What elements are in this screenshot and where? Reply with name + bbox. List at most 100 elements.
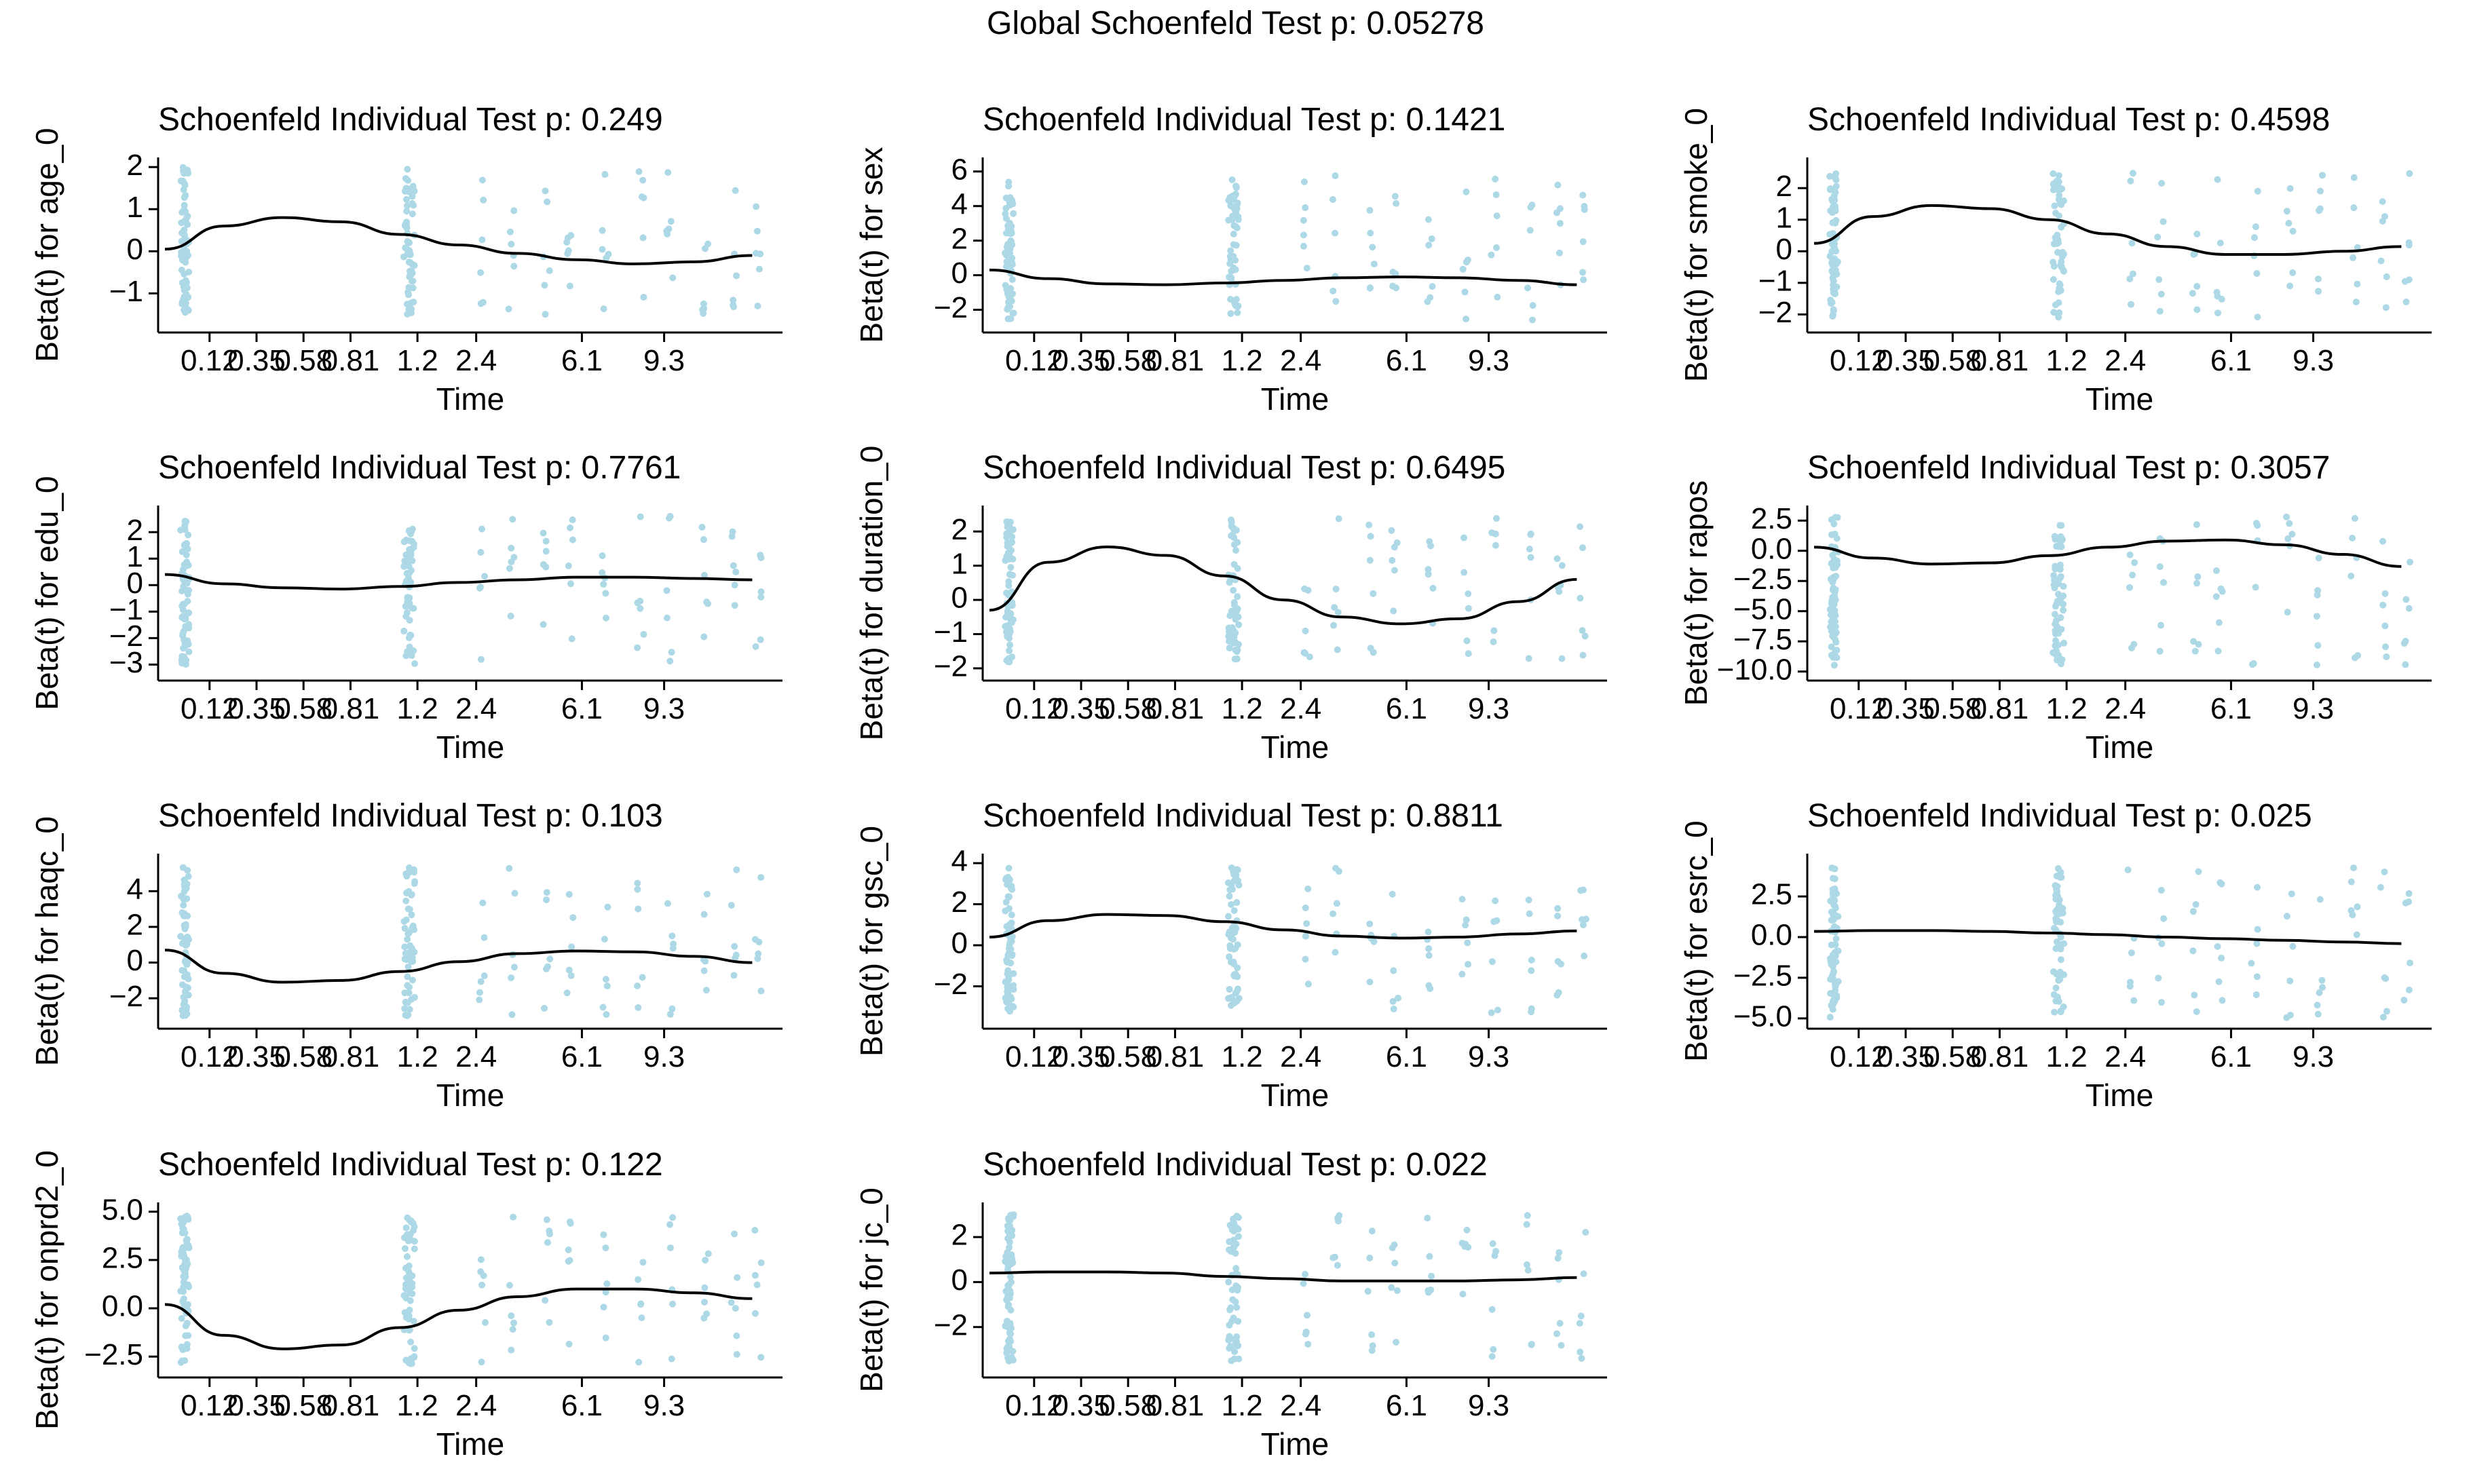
residual-point (1464, 939, 1471, 947)
residual-point (185, 268, 193, 275)
residual-point (2212, 593, 2220, 601)
x-tick-label: 0.58 (1099, 1040, 1157, 1073)
residual-point (481, 1319, 489, 1327)
x-tick-label: 0.81 (1971, 344, 2029, 377)
residual-point (404, 869, 412, 877)
residual-point (2316, 896, 2324, 903)
residual-point (1008, 653, 1016, 661)
x-tick-label: 1.2 (397, 692, 438, 725)
residual-point (700, 300, 707, 307)
residual-point (405, 1327, 413, 1334)
residual-point (1006, 546, 1014, 554)
residual-point (639, 974, 646, 981)
y-tick-label: −1 (934, 615, 968, 649)
x-tick-label: 6.1 (561, 1040, 603, 1073)
residual-point (478, 236, 486, 244)
residual-point (700, 633, 708, 641)
residual-point (1492, 191, 1500, 199)
residual-point (1301, 585, 1308, 592)
residual-point (2126, 551, 2134, 558)
residual-point (409, 193, 416, 200)
residual-point (2400, 996, 2408, 1004)
residual-point (407, 1297, 414, 1304)
residual-point (542, 311, 549, 318)
residual-point (1389, 997, 1397, 1005)
residual-point (567, 231, 575, 239)
residual-point (1366, 207, 1374, 214)
x-tick-label: 0.81 (322, 344, 380, 377)
residual-point (1231, 1348, 1239, 1355)
residual-point (1490, 638, 1497, 645)
residual-point (407, 1338, 415, 1346)
residual-point (1232, 256, 1239, 264)
x-axis-label: Time (436, 1426, 505, 1462)
residual-point (2315, 554, 2322, 562)
residual-point (2195, 868, 2202, 875)
residual-point (702, 957, 709, 965)
residual-point (1427, 542, 1435, 550)
residual-point (1366, 920, 1374, 928)
residual-point (2314, 642, 2322, 649)
residual-point (730, 303, 738, 311)
residual-point (753, 1281, 761, 1289)
residual-point (405, 949, 413, 957)
residual-point (1459, 265, 1467, 273)
residual-point (184, 598, 191, 605)
residual-point (1834, 560, 1841, 568)
residual-point (2057, 614, 2064, 622)
residual-point (2381, 590, 2389, 597)
residual-point (666, 658, 674, 665)
residual-point (1334, 646, 1341, 653)
residual-point (1007, 564, 1015, 571)
residual-point (1234, 302, 1242, 309)
residual-point (733, 272, 740, 280)
residual-point (1010, 982, 1017, 989)
residual-point (635, 905, 642, 913)
panel-title: Schoenfeld Individual Test p: 0.249 (158, 102, 663, 138)
residual-point (1579, 238, 1587, 246)
y-axis-label: Beta(t) for haqc_0 (29, 816, 64, 1066)
residual-point (2347, 572, 2355, 579)
residual-point (1010, 1003, 1017, 1010)
residual-point (2056, 971, 2064, 978)
residual-point (1228, 518, 1235, 526)
residual-point (1831, 875, 1838, 883)
residual-point (1465, 961, 1472, 968)
residual-point (183, 253, 190, 261)
y-tick-label: 0 (951, 927, 968, 960)
y-tick-label: −3 (109, 646, 143, 679)
residual-point (1003, 589, 1011, 596)
residual-point (1832, 189, 1839, 196)
residual-point (751, 936, 759, 943)
residual-point (184, 212, 191, 220)
x-axis-label: Time (436, 729, 505, 765)
residual-point (543, 896, 550, 904)
residual-point (757, 250, 764, 258)
residual-point (1230, 958, 1237, 966)
residual-point (1526, 910, 1533, 917)
residual-point (1009, 1259, 1017, 1266)
residual-point (183, 885, 190, 892)
residual-point (1388, 527, 1395, 534)
residual-point (1558, 562, 1566, 569)
residual-point (2383, 653, 2390, 660)
residual-point (183, 290, 190, 298)
residual-point (179, 606, 187, 613)
residual-point (183, 279, 190, 286)
residual-point (411, 1353, 418, 1361)
x-tick-label: 1.2 (1222, 692, 1263, 725)
x-tick-label: 0.35 (227, 692, 286, 725)
panel-title: Schoenfeld Individual Test p: 0.7761 (158, 450, 681, 486)
residual-point (1332, 949, 1339, 956)
residual-point (477, 548, 485, 556)
residual-point (1488, 251, 1495, 259)
residual-point (1235, 1355, 1243, 1363)
y-tick-label: 0.0 (1751, 532, 1792, 565)
residual-point (2055, 543, 2062, 550)
residual-point (1234, 1225, 1242, 1233)
residual-point (1008, 1227, 1016, 1234)
residual-point (754, 955, 761, 962)
residual-point (1577, 1312, 1585, 1320)
x-tick-label: 1.2 (397, 344, 438, 377)
residual-point (604, 903, 611, 911)
